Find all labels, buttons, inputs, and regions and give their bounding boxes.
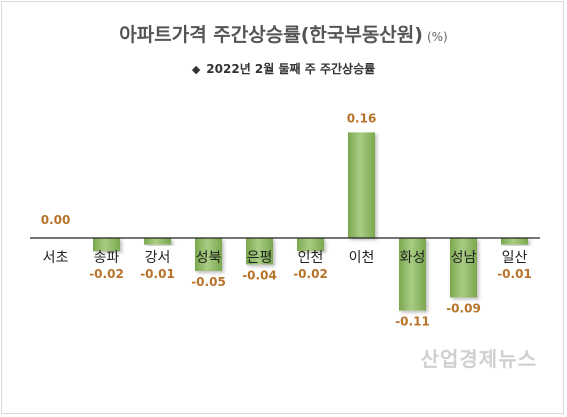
value-label: -0.01 — [140, 267, 175, 281]
bar-이천 — [348, 132, 375, 238]
bar-송파 — [93, 238, 120, 252]
watermark-logo: 산업경제뉴스 — [420, 347, 537, 371]
value-labels: 0.00 -0.02 -0.01 -0.05 -0.04 -0.02 0.16 -0.11 -0… — [41, 111, 532, 328]
value-label: 0.00 — [41, 213, 71, 227]
value-label: -0.04 — [242, 268, 277, 282]
category-label: 화성 — [400, 250, 426, 266]
bar-성남 — [450, 238, 477, 298]
category-label: 일산 — [502, 250, 528, 266]
legend-series-name: 2022년 2월 둘째 주 주간상승률 — [206, 62, 376, 76]
chart-unit: (%) — [426, 30, 448, 44]
category-label: 이천 — [349, 250, 375, 266]
category-label: 성북 — [196, 250, 222, 266]
bar-인천 — [297, 238, 324, 252]
value-label: -0.09 — [446, 301, 481, 315]
value-label: -0.01 — [497, 267, 532, 281]
bar-화성 — [399, 238, 426, 311]
bar-은평 — [246, 238, 273, 265]
category-label: 송파 — [94, 250, 120, 266]
category-label: 성남 — [451, 250, 477, 266]
chart-legend: ◆ 2022년 2월 둘째 주 주간상승률 — [0, 60, 567, 77]
category-label: 인천 — [298, 250, 324, 266]
category-label: 서초 — [43, 250, 69, 266]
category-label: 은평 — [247, 250, 273, 266]
value-label: 0.16 — [347, 111, 377, 125]
value-label: -0.11 — [395, 315, 430, 329]
legend-diamond-icon: ◆ — [191, 63, 201, 76]
bar-강서 — [144, 238, 171, 245]
value-label: -0.02 — [293, 267, 328, 281]
bar-일산 — [501, 238, 528, 245]
value-label: -0.02 — [89, 267, 124, 281]
chart-title: 아파트가격 주간상승률(한국부동산원) (%) — [0, 20, 567, 47]
category-labels: 서초 송파 강서 성북 은평 인천 이천 화성 성남 일산 — [43, 250, 528, 266]
bars-group — [93, 132, 528, 311]
bar-성북 — [195, 238, 222, 271]
chart-title-text: 아파트가격 주간상승률(한국부동산원) — [119, 24, 423, 46]
value-label: -0.05 — [191, 275, 226, 289]
category-label: 강서 — [145, 250, 171, 266]
